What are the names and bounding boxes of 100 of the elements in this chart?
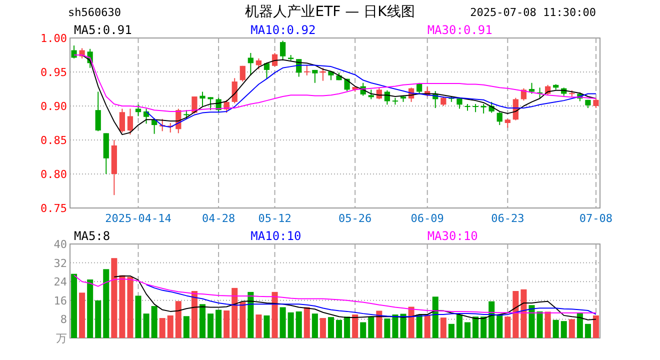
text: MA30:10 bbox=[427, 229, 478, 243]
text: 2025-07-08 11:30:00 bbox=[470, 6, 596, 19]
bar bbox=[336, 320, 342, 338]
candlestick bbox=[208, 96, 214, 111]
bar bbox=[103, 269, 110, 338]
candlestick bbox=[119, 108, 126, 134]
bar bbox=[224, 310, 230, 338]
bar bbox=[568, 319, 575, 338]
bar bbox=[280, 307, 286, 338]
candlestick bbox=[312, 69, 318, 84]
text: MA10:10 bbox=[250, 229, 302, 243]
x-tick-label: 04-28 bbox=[202, 212, 236, 225]
candlestick bbox=[240, 65, 246, 82]
bar bbox=[95, 300, 102, 338]
bar bbox=[264, 315, 270, 338]
x-tick-label: 07-08 bbox=[579, 212, 613, 225]
bar bbox=[464, 322, 471, 338]
chart-title: 机器人产业ETF — 日K线图 bbox=[245, 4, 415, 20]
bar bbox=[296, 311, 302, 338]
bar bbox=[256, 314, 262, 338]
x-tick-label: 05-26 bbox=[338, 212, 372, 225]
bar bbox=[143, 314, 150, 338]
bar bbox=[584, 324, 591, 338]
bar bbox=[344, 316, 350, 338]
y-tick-label: 0.90 bbox=[40, 100, 67, 113]
bar bbox=[151, 306, 158, 338]
bar bbox=[135, 296, 142, 338]
bar bbox=[576, 312, 583, 338]
bar bbox=[432, 296, 438, 338]
text: MA5:8 bbox=[74, 229, 110, 243]
bar bbox=[544, 312, 551, 338]
y-tick-label: 0.85 bbox=[40, 134, 67, 147]
bar bbox=[232, 288, 238, 338]
series-label: MA5:0.91 bbox=[74, 23, 132, 37]
bar bbox=[199, 304, 206, 338]
y-tick-label: 8 bbox=[60, 313, 67, 326]
candlestick bbox=[304, 64, 310, 76]
bar bbox=[288, 312, 294, 338]
bar bbox=[424, 315, 430, 338]
bar bbox=[360, 322, 366, 338]
x-tick-label: 2025-04-14 bbox=[105, 212, 172, 225]
y-tick-label: 40 bbox=[54, 238, 67, 251]
bar bbox=[175, 301, 182, 338]
bar bbox=[416, 314, 422, 338]
candlestick bbox=[248, 52, 254, 76]
bar bbox=[183, 316, 190, 338]
candlestick bbox=[135, 104, 142, 117]
bar bbox=[127, 276, 134, 338]
y-tick-label: 1.00 bbox=[40, 32, 67, 45]
bar bbox=[312, 314, 318, 338]
bar bbox=[352, 314, 358, 338]
bar bbox=[111, 258, 118, 338]
bar bbox=[248, 292, 254, 338]
candlestick bbox=[440, 96, 446, 106]
bar bbox=[328, 317, 334, 338]
chart-subtitle: sh560630 bbox=[68, 6, 121, 19]
y-tick-label: 万 bbox=[56, 332, 67, 345]
bar bbox=[368, 316, 374, 338]
bar bbox=[592, 315, 599, 338]
bar bbox=[528, 305, 535, 338]
candlestick bbox=[200, 91, 206, 106]
candlestick bbox=[280, 40, 286, 61]
bar bbox=[440, 318, 446, 338]
bar bbox=[384, 318, 390, 338]
bar bbox=[159, 318, 166, 338]
bar bbox=[560, 321, 567, 338]
candlestick bbox=[192, 96, 198, 114]
candlestick bbox=[368, 89, 374, 100]
y-tick-label: 32 bbox=[54, 256, 67, 270]
candlestick bbox=[593, 98, 599, 109]
candlestick bbox=[496, 112, 502, 126]
bar bbox=[472, 316, 479, 338]
bar bbox=[216, 310, 222, 338]
bar bbox=[520, 289, 527, 338]
bar bbox=[392, 314, 398, 338]
bar bbox=[536, 311, 543, 338]
x-tick-label: 06-09 bbox=[410, 212, 444, 225]
bar bbox=[87, 279, 94, 338]
bar bbox=[552, 320, 559, 338]
line-series bbox=[146, 284, 596, 318]
y-tick-label: 24 bbox=[54, 276, 68, 289]
text: MA10:0.92 bbox=[250, 23, 316, 37]
bar bbox=[208, 314, 214, 338]
bar bbox=[272, 292, 278, 338]
bar bbox=[512, 291, 519, 338]
bar bbox=[456, 314, 462, 338]
line-series bbox=[74, 274, 596, 314]
line-series bbox=[114, 275, 596, 320]
bar bbox=[119, 275, 126, 338]
x-tick-label: 06-23 bbox=[491, 212, 524, 225]
bar bbox=[488, 301, 495, 338]
candlestick bbox=[264, 62, 270, 80]
y-tick-label: 16 bbox=[54, 294, 67, 308]
bar bbox=[504, 316, 511, 338]
y-tick-label: 0.75 bbox=[40, 202, 67, 215]
x-tick-label: 05-12 bbox=[258, 212, 292, 225]
bar bbox=[79, 292, 86, 338]
candlestick bbox=[95, 91, 101, 132]
candlestick bbox=[480, 103, 486, 114]
y-tick-label: 0.95 bbox=[40, 66, 67, 79]
